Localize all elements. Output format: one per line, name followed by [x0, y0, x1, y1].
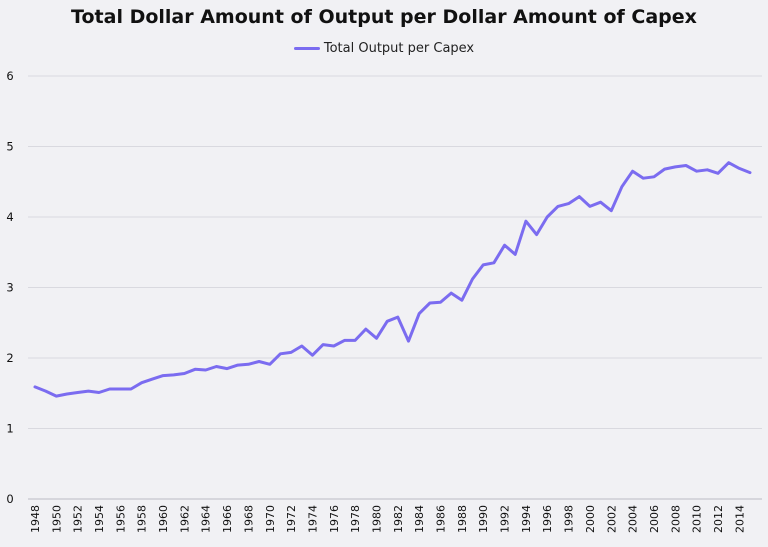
x-tick-label: 1994	[520, 505, 533, 533]
y-tick-label: 3	[6, 281, 13, 295]
x-tick-label: 1950	[50, 505, 63, 533]
x-tick-label: 1984	[413, 505, 426, 533]
x-tick-label: 2000	[584, 505, 597, 533]
chart-title: Total Dollar Amount of Output per Dollar…	[71, 6, 697, 28]
x-tick-label: 1988	[456, 505, 469, 533]
x-tick-label: 1968	[242, 505, 255, 533]
y-tick-label: 5	[6, 140, 13, 154]
y-tick-label: 2	[6, 351, 13, 365]
y-tick-label: 6	[6, 69, 13, 83]
x-tick-label: 1992	[499, 505, 512, 533]
x-tick-label: 2012	[712, 505, 725, 533]
x-tick-label: 1972	[285, 505, 298, 533]
x-tick-label: 1990	[477, 505, 490, 533]
x-tick-label: 1982	[392, 505, 405, 533]
x-tick-label: 1952	[72, 505, 85, 533]
x-tick-label: 1970	[264, 505, 277, 533]
legend-label: Total Output per Capex	[323, 41, 475, 56]
x-axis-tick-labels: 1948 1950 1952 1954 1956 1958 1960 1962 1964 1966…	[29, 505, 746, 533]
x-tick-label: 1958	[136, 505, 149, 533]
x-tick-label: 1962	[178, 505, 191, 533]
x-tick-label: 1976	[328, 505, 341, 533]
x-tick-label: 2006	[648, 505, 661, 533]
x-tick-label: 1998	[563, 505, 576, 533]
x-tick-label: 1986	[435, 505, 448, 533]
x-tick-label: 1996	[541, 505, 554, 533]
y-tick-label: 0	[6, 492, 13, 506]
series-line-total-output-per-capex	[33, 161, 752, 398]
x-tick-label: 1956	[114, 505, 127, 533]
x-tick-label: 1960	[157, 505, 170, 533]
x-tick-label: 2008	[669, 505, 682, 533]
x-tick-label: 2014	[733, 505, 746, 533]
series-layer	[33, 161, 752, 398]
x-tick-label: 1978	[349, 505, 362, 533]
x-tick-label: 1980	[370, 505, 383, 533]
x-tick-label: 1948	[29, 505, 42, 533]
y-tick-label: 1	[6, 422, 13, 436]
x-tick-label: 2004	[627, 505, 640, 533]
x-tick-label: 1964	[200, 505, 213, 533]
y-tick-label: 4	[6, 210, 13, 224]
x-tick-label: 2002	[605, 505, 618, 533]
x-tick-label: 2010	[691, 505, 704, 533]
gridlines	[28, 75, 762, 500]
y-axis-tick-labels: 0 1 2 3 4 5 6	[6, 69, 13, 506]
x-tick-label: 1966	[221, 505, 234, 533]
legend-line-icon	[293, 47, 320, 50]
legend: Total Output per Capex	[0, 41, 768, 56]
x-tick-label: 1974	[306, 505, 319, 533]
x-tick-label: 1954	[93, 505, 106, 533]
